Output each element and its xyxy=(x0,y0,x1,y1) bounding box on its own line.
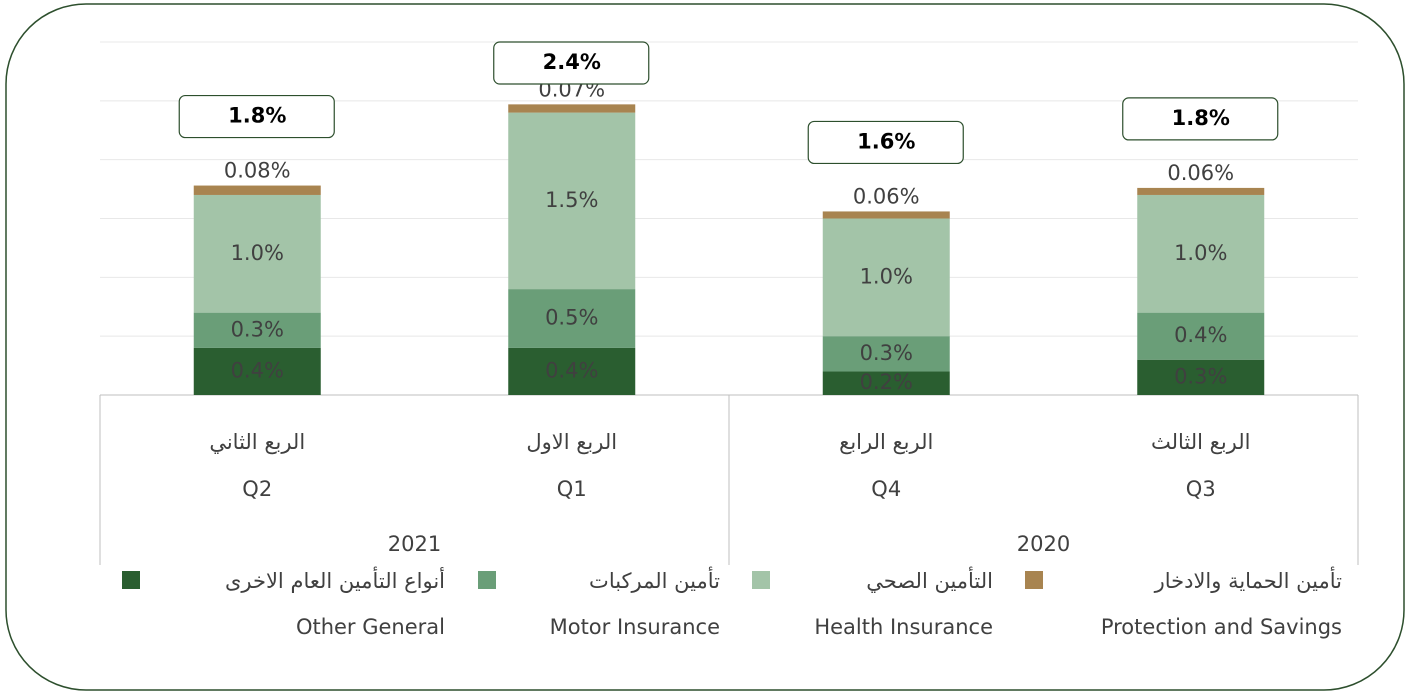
x-tick-label-ar: الربع الثالث xyxy=(1151,430,1251,454)
legend-label-en: Health Insurance xyxy=(814,615,993,639)
bar-segment xyxy=(508,112,636,290)
legend-label: أنواع التأمين العام الاخرى xyxy=(225,566,445,593)
value-label: 0.4% xyxy=(545,358,598,382)
value-label: 0.3% xyxy=(231,317,284,341)
value-label: 0.08% xyxy=(224,159,291,183)
x-tick-label-ar: الربع الثاني xyxy=(209,430,305,454)
value-label: 0.2% xyxy=(860,370,913,394)
legend-label-en: Protection and Savings xyxy=(1101,615,1342,639)
legend-swatch xyxy=(122,571,140,589)
value-label: 0.06% xyxy=(1167,161,1234,185)
total-box xyxy=(807,120,964,165)
bar-segment xyxy=(1137,312,1265,360)
bar-segment xyxy=(1137,359,1265,395)
bar-segment xyxy=(822,336,950,372)
value-label: 0.06% xyxy=(853,184,920,208)
legend-label: تأمين المركبات xyxy=(589,566,720,593)
x-tick-label-ar: الربع الرابع xyxy=(839,430,933,454)
bar-segment xyxy=(822,211,950,219)
total-box xyxy=(178,94,335,139)
legend-label-en: Other General xyxy=(296,615,445,639)
total-box xyxy=(493,41,650,85)
legend-label: التأمين الصحي xyxy=(866,566,993,593)
bar-segment xyxy=(193,347,321,395)
value-label: 0.4% xyxy=(231,358,284,382)
x-tick-label: Q3 xyxy=(1186,477,1216,501)
value-label: 0.4% xyxy=(1174,323,1227,347)
legend-label-en: Motor Insurance xyxy=(550,615,720,639)
value-label: 0.5% xyxy=(545,306,598,330)
x-tick-label: Q1 xyxy=(557,477,587,501)
value-label: 1.0% xyxy=(1174,241,1227,265)
bar-segment xyxy=(822,218,950,337)
legend-swatch xyxy=(1025,571,1043,589)
total-label: 1.8% xyxy=(228,104,286,128)
total-box xyxy=(1122,97,1279,141)
legend-label: تأمين الحماية والادخار xyxy=(1154,566,1343,593)
value-label: 1.0% xyxy=(860,264,913,288)
total-label: 1.6% xyxy=(857,129,915,153)
bar-segment xyxy=(822,371,950,395)
legend-swatch xyxy=(478,571,496,589)
group-label: 2020 xyxy=(1017,532,1070,556)
total-label: 1.8% xyxy=(1172,106,1230,130)
group-label: 2021 xyxy=(388,532,441,556)
frame xyxy=(5,3,1405,691)
bar-segment xyxy=(193,312,321,348)
x-tick-label-ar: الربع الاول xyxy=(526,430,617,454)
x-tick-label: Q2 xyxy=(242,477,272,501)
bar-segment xyxy=(508,289,636,348)
value-label: 0.3% xyxy=(860,341,913,365)
bar-segment xyxy=(193,194,321,313)
legend-swatch xyxy=(752,571,770,589)
bar-segment xyxy=(508,347,636,395)
bar-segment xyxy=(1137,194,1265,313)
x-tick-label: Q4 xyxy=(871,477,901,501)
bar-segment xyxy=(1137,187,1265,195)
value-label: 1.5% xyxy=(545,188,598,212)
total-label: 2.4% xyxy=(543,50,601,74)
bar-segment xyxy=(508,104,636,113)
value-label: 1.0% xyxy=(231,241,284,265)
value-label: 0.3% xyxy=(1174,364,1227,388)
bar-segment xyxy=(193,185,321,195)
